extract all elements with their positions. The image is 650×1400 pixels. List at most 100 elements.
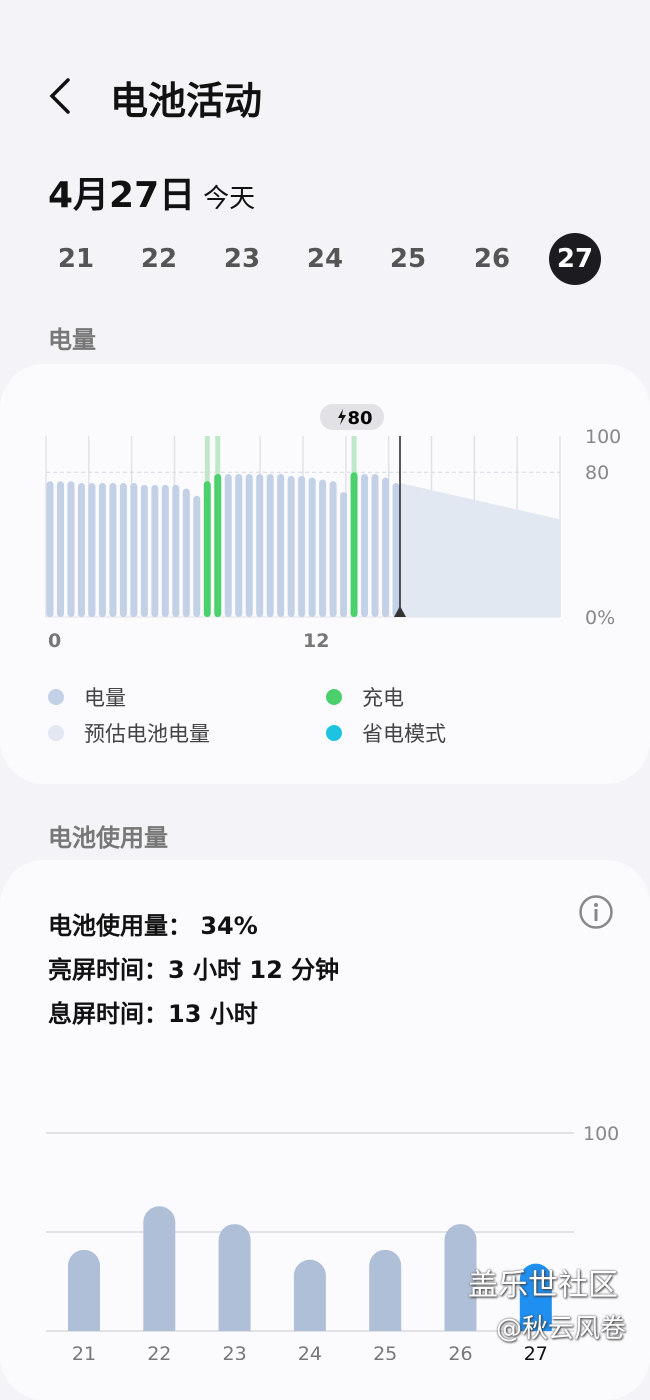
level-bar (151, 484, 159, 617)
info-icon[interactable] (578, 894, 614, 930)
charge-marker-value: 80 (347, 408, 372, 429)
date-heading: 4月27日 今天 (48, 166, 255, 218)
level-bar (172, 484, 180, 617)
y-tick-label: 0% (585, 607, 615, 629)
level-bar (130, 483, 138, 617)
screen-off-stat: 息屏时间：13 小时 (48, 994, 258, 1029)
legend-charging: 充电 (326, 682, 404, 712)
level-bar (287, 475, 295, 617)
x-tick-label: 26 (448, 1343, 472, 1360)
back-button[interactable] (44, 72, 84, 120)
usage-bar-23[interactable] (218, 1224, 251, 1331)
day-27[interactable]: 27 (549, 233, 601, 285)
day-26[interactable]: 26 (473, 244, 511, 274)
watermark-line2: @秋云风卷 (496, 1314, 627, 1344)
x-tick-label: 22 (147, 1343, 171, 1360)
level-bar (256, 474, 264, 617)
usage-value: 34% (200, 912, 258, 940)
legend-level: 电量 (48, 682, 126, 712)
legend-level-label: 电量 (84, 686, 126, 710)
day-24[interactable]: 24 (306, 244, 344, 274)
now-marker (394, 606, 406, 617)
y-tick-label: 80 (585, 462, 609, 484)
level-bar (319, 479, 327, 617)
screen-off-label: 息屏时间： (48, 1000, 168, 1028)
power-saving-dot-icon (326, 725, 342, 741)
x-tick-label: 24 (298, 1343, 322, 1360)
level-bar (266, 474, 274, 617)
estimated-dot-icon (48, 725, 64, 741)
screen-off-value: 13 小时 (168, 1000, 258, 1028)
level-bar (308, 477, 316, 617)
today-label: 今天 (203, 184, 256, 214)
level-bar (371, 474, 379, 617)
level-bar (298, 475, 306, 617)
battery-level-chart[interactable]: 80 100 80 0% 0 12 (0, 400, 650, 650)
level-bar (203, 481, 211, 617)
watermark-line1: 盖乐世社区 (468, 1268, 618, 1303)
level-bar (98, 483, 106, 617)
page-title: 电池活动 (110, 79, 263, 123)
level-bar (161, 484, 169, 617)
x-tick-label: 21 (72, 1343, 96, 1360)
y-tick-label: 100 (585, 426, 621, 448)
screen-on-stat: 亮屏时间：3 小时 12 分钟 (48, 950, 339, 985)
legend-power-saving-label: 省电模式 (362, 722, 446, 746)
level-bar (88, 483, 96, 617)
level-section-title: 电量 (48, 326, 96, 354)
legend-estimated: 预估电池电量 (48, 718, 210, 748)
level-bar (382, 477, 390, 617)
level-bar (361, 474, 369, 617)
usage-chart[interactable]: 100 21 22 23 24 25 26 27 (0, 1110, 650, 1360)
y-tick-label: 100 (583, 1123, 619, 1145)
usage-bar-26[interactable] (444, 1224, 477, 1331)
day-21[interactable]: 21 (57, 244, 95, 274)
charge-marker-bubble (320, 404, 384, 430)
chevron-left-icon (49, 78, 70, 114)
usage-stat: 电池使用量： 34% (48, 906, 258, 941)
day-22[interactable]: 22 (140, 244, 178, 274)
level-bar (277, 474, 285, 617)
legend-charging-label: 充电 (362, 686, 404, 710)
lightning-icon (338, 409, 346, 425)
screen-on-label: 亮屏时间： (48, 956, 168, 984)
screen-on-value: 3 小时 12 分钟 (168, 956, 340, 984)
usage-section-title: 电池使用量 (48, 824, 168, 852)
x-tick-label: 0 (48, 630, 61, 650)
level-bar (77, 483, 85, 617)
estimated-area (400, 483, 560, 617)
usage-label: 电池使用量： (48, 912, 192, 940)
usage-bar-22[interactable] (143, 1206, 176, 1331)
level-bar (140, 484, 148, 617)
level-bar (392, 483, 400, 617)
level-bar (67, 481, 75, 617)
date-label: 4月27日 (48, 175, 196, 216)
level-bar (350, 472, 358, 617)
level-bar (340, 492, 348, 617)
level-bar (119, 483, 127, 617)
x-tick-label: 27 (524, 1343, 548, 1360)
level-bar (56, 481, 64, 617)
day-23[interactable]: 23 (223, 244, 261, 274)
level-bar (235, 474, 243, 617)
legend-power-saving: 省电模式 (326, 718, 446, 748)
x-tick-label: 23 (223, 1343, 247, 1360)
usage-bar-24[interactable] (293, 1259, 326, 1331)
level-bar (245, 474, 253, 617)
level-bar (193, 495, 201, 617)
level-bar (182, 488, 190, 617)
day-25[interactable]: 25 (389, 244, 427, 274)
legend-estimated-label: 预估电池电量 (84, 722, 210, 746)
x-tick-label: 12 (303, 630, 329, 650)
usage-bar-21[interactable] (68, 1249, 100, 1331)
level-bar (46, 481, 54, 617)
level-dot-icon (48, 689, 64, 705)
x-tick-label: 25 (373, 1343, 397, 1360)
charging-dot-icon (326, 689, 342, 705)
level-bar (329, 481, 337, 617)
level-bar (214, 474, 222, 617)
level-bar (109, 483, 117, 617)
usage-bar-25[interactable] (369, 1249, 402, 1331)
level-bar (224, 474, 232, 617)
usage-bar-27[interactable] (519, 1263, 552, 1331)
